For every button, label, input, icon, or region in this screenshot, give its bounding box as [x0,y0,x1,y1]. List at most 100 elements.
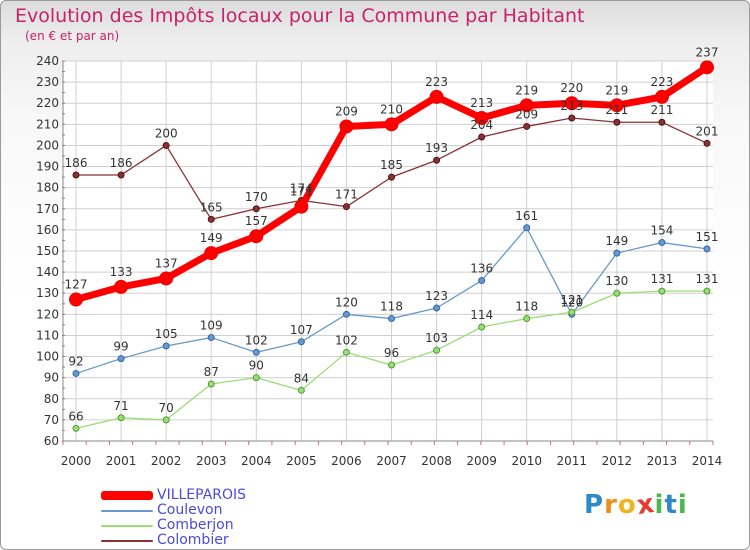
x-tick-label: 2010 [511,454,542,468]
data-point-comberjon [658,287,666,295]
logo-letter: x [634,488,657,522]
legend-item-colombier: Colombier [101,533,246,548]
data-point-colombier [658,118,666,126]
x-tick-label: 2013 [647,454,678,468]
data-point-coulevon [523,224,531,232]
x-tick-label: 2006 [331,454,362,468]
data-point-colombier [478,133,486,141]
data-label-coulevon: 105 [155,327,178,341]
data-point-comberjon [388,361,395,369]
data-point-comberjon [297,386,305,394]
data-label-villeparois: 219 [605,83,628,97]
data-point-coulevon [613,249,621,257]
data-label-comberjon: 90 [249,359,264,373]
y-tick-label: 90 [44,371,59,385]
data-point-villeparois [654,89,669,104]
data-label-colombier: 211 [650,103,673,117]
data-label-villeparois: 137 [155,256,178,270]
data-point-coulevon [207,334,215,342]
x-tick-label: 2007 [376,454,407,468]
y-tick-label: 180 [36,181,59,195]
legend-swatch [101,524,153,527]
y-tick-label: 170 [36,202,59,216]
data-point-colombier [117,171,125,179]
data-label-comberjon: 118 [515,300,538,314]
data-point-comberjon [478,323,486,331]
logo-letter: o [617,490,637,520]
data-point-coulevon [162,342,170,350]
data-label-coulevon: 92 [68,354,83,368]
data-label-comberjon: 114 [470,308,493,322]
data-point-coulevon [658,239,666,247]
data-label-coulevon: 118 [380,300,403,314]
data-point-villeparois [69,292,83,307]
data-point-colombier [252,205,260,213]
data-point-villeparois [564,96,579,111]
data-label-coulevon: 154 [650,224,673,238]
data-point-comberjon [613,289,621,297]
chart-title: Evolution des Impôts locaux pour la Comm… [15,5,585,27]
proxiti-logo: Proxiti [584,488,688,522]
x-tick-label: 2004 [241,454,272,468]
y-tick-label: 240 [36,54,59,68]
legend-swatch [101,539,153,542]
data-point-coulevon [342,310,350,318]
y-tick-label: 230 [36,75,59,89]
x-tick-label: 2008 [421,454,452,468]
data-label-coulevon: 102 [245,333,268,347]
data-point-villeparois [429,89,444,104]
data-label-comberjon: 84 [294,371,309,385]
data-point-colombier [388,173,395,181]
data-point-coulevon [252,348,260,356]
y-tick-label: 70 [44,413,59,427]
y-tick-label: 120 [36,307,59,321]
data-point-colombier [613,118,621,126]
data-point-villeparois [339,119,354,134]
y-tick-label: 100 [36,350,59,364]
data-point-comberjon [72,424,80,432]
data-point-colombier [207,215,215,223]
data-label-villeparois: 157 [245,214,268,228]
data-label-colombier: 170 [245,190,268,204]
data-point-colombier [703,139,711,147]
x-tick-label: 2000 [61,454,92,468]
y-tick-label: 190 [36,160,59,174]
y-tick-label: 150 [36,244,59,258]
data-label-colombier: 186 [110,156,133,170]
data-label-colombier: 209 [515,107,538,121]
data-label-colombier: 211 [605,103,628,117]
data-point-comberjon [117,414,125,422]
data-point-colombier [433,156,441,164]
series-villeparois [69,60,714,307]
data-label-villeparois: 237 [696,45,719,59]
x-tick-label: 2001 [106,454,137,468]
data-point-villeparois [204,246,219,261]
data-label-coulevon: 149 [605,234,628,248]
data-point-coulevon [703,245,711,253]
x-tick-label: 2003 [196,454,227,468]
logo-letter: i [654,490,665,520]
x-tick-label: 2002 [151,454,182,468]
data-point-villeparois [114,279,129,294]
data-label-colombier: 200 [155,126,178,140]
legend-label: Comberjon [157,517,234,533]
data-label-comberjon: 131 [696,272,719,286]
data-point-colombier [162,141,170,149]
data-point-comberjon [162,416,170,424]
data-label-coulevon: 109 [200,319,223,333]
data-label-coulevon: 123 [425,289,448,303]
data-label-comberjon: 130 [605,274,628,288]
data-label-villeparois: 133 [110,265,133,279]
data-point-coulevon [478,277,486,285]
data-label-villeparois: 209 [335,104,358,118]
data-label-colombier: 193 [425,141,448,155]
data-label-coulevon: 161 [515,209,538,223]
data-point-villeparois [519,98,534,113]
data-point-villeparois [609,98,624,113]
chart-subtitle: (en € et par an) [25,29,120,43]
y-tick-label: 130 [36,286,59,300]
data-point-villeparois [474,111,489,125]
legend-item-villeparois: VILLEPAROIS [101,488,246,503]
x-tick-label: 2005 [286,454,317,468]
